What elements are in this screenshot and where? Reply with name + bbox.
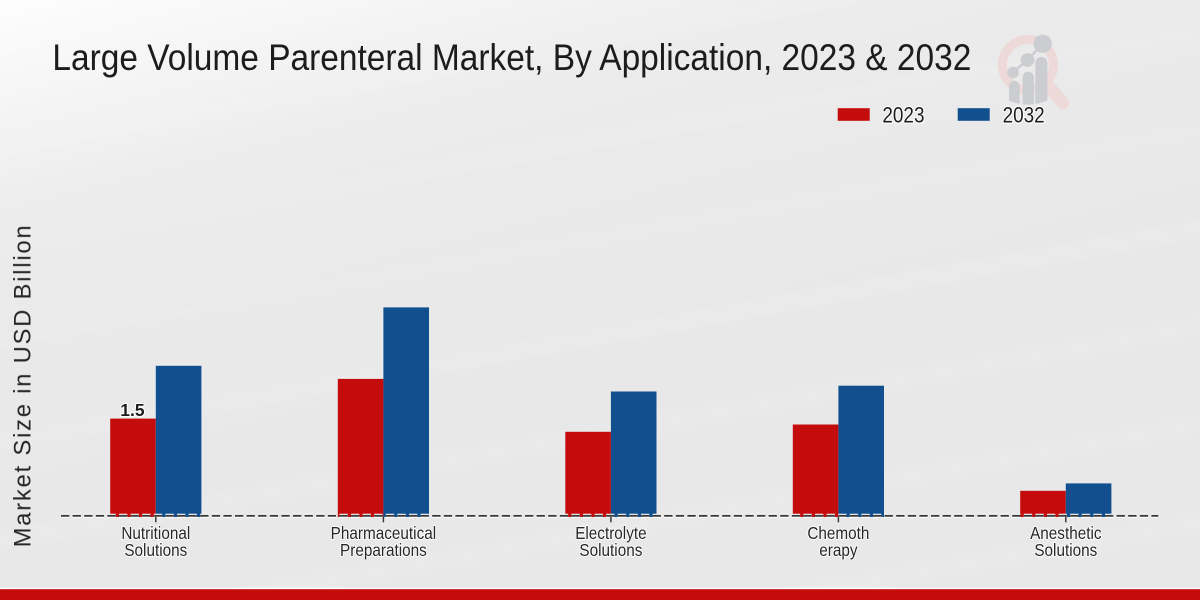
svg-text:1.5: 1.5	[120, 400, 145, 420]
svg-text:2032: 2032	[1003, 103, 1045, 128]
svg-text:Pharmaceutical: Pharmaceutical	[331, 524, 436, 543]
svg-text:Anesthetic: Anesthetic	[1030, 524, 1101, 543]
svg-text:Solutions: Solutions	[124, 541, 187, 560]
svg-text:Electrolyte: Electrolyte	[575, 524, 646, 543]
svg-text:Preparations: Preparations	[340, 541, 427, 560]
svg-text:Solutions: Solutions	[579, 541, 642, 560]
svg-text:Solutions: Solutions	[1034, 541, 1097, 560]
svg-text:Market Size in USD Billion: Market Size in USD Billion	[11, 224, 37, 548]
svg-text:Nutritional: Nutritional	[121, 524, 190, 543]
svg-text:Chemoth: Chemoth	[807, 524, 869, 543]
svg-text:2023: 2023	[882, 103, 924, 128]
svg-text:Large Volume Parenteral Market: Large Volume Parenteral Market, By Appli…	[52, 37, 971, 78]
svg-text:erapy: erapy	[819, 541, 858, 560]
